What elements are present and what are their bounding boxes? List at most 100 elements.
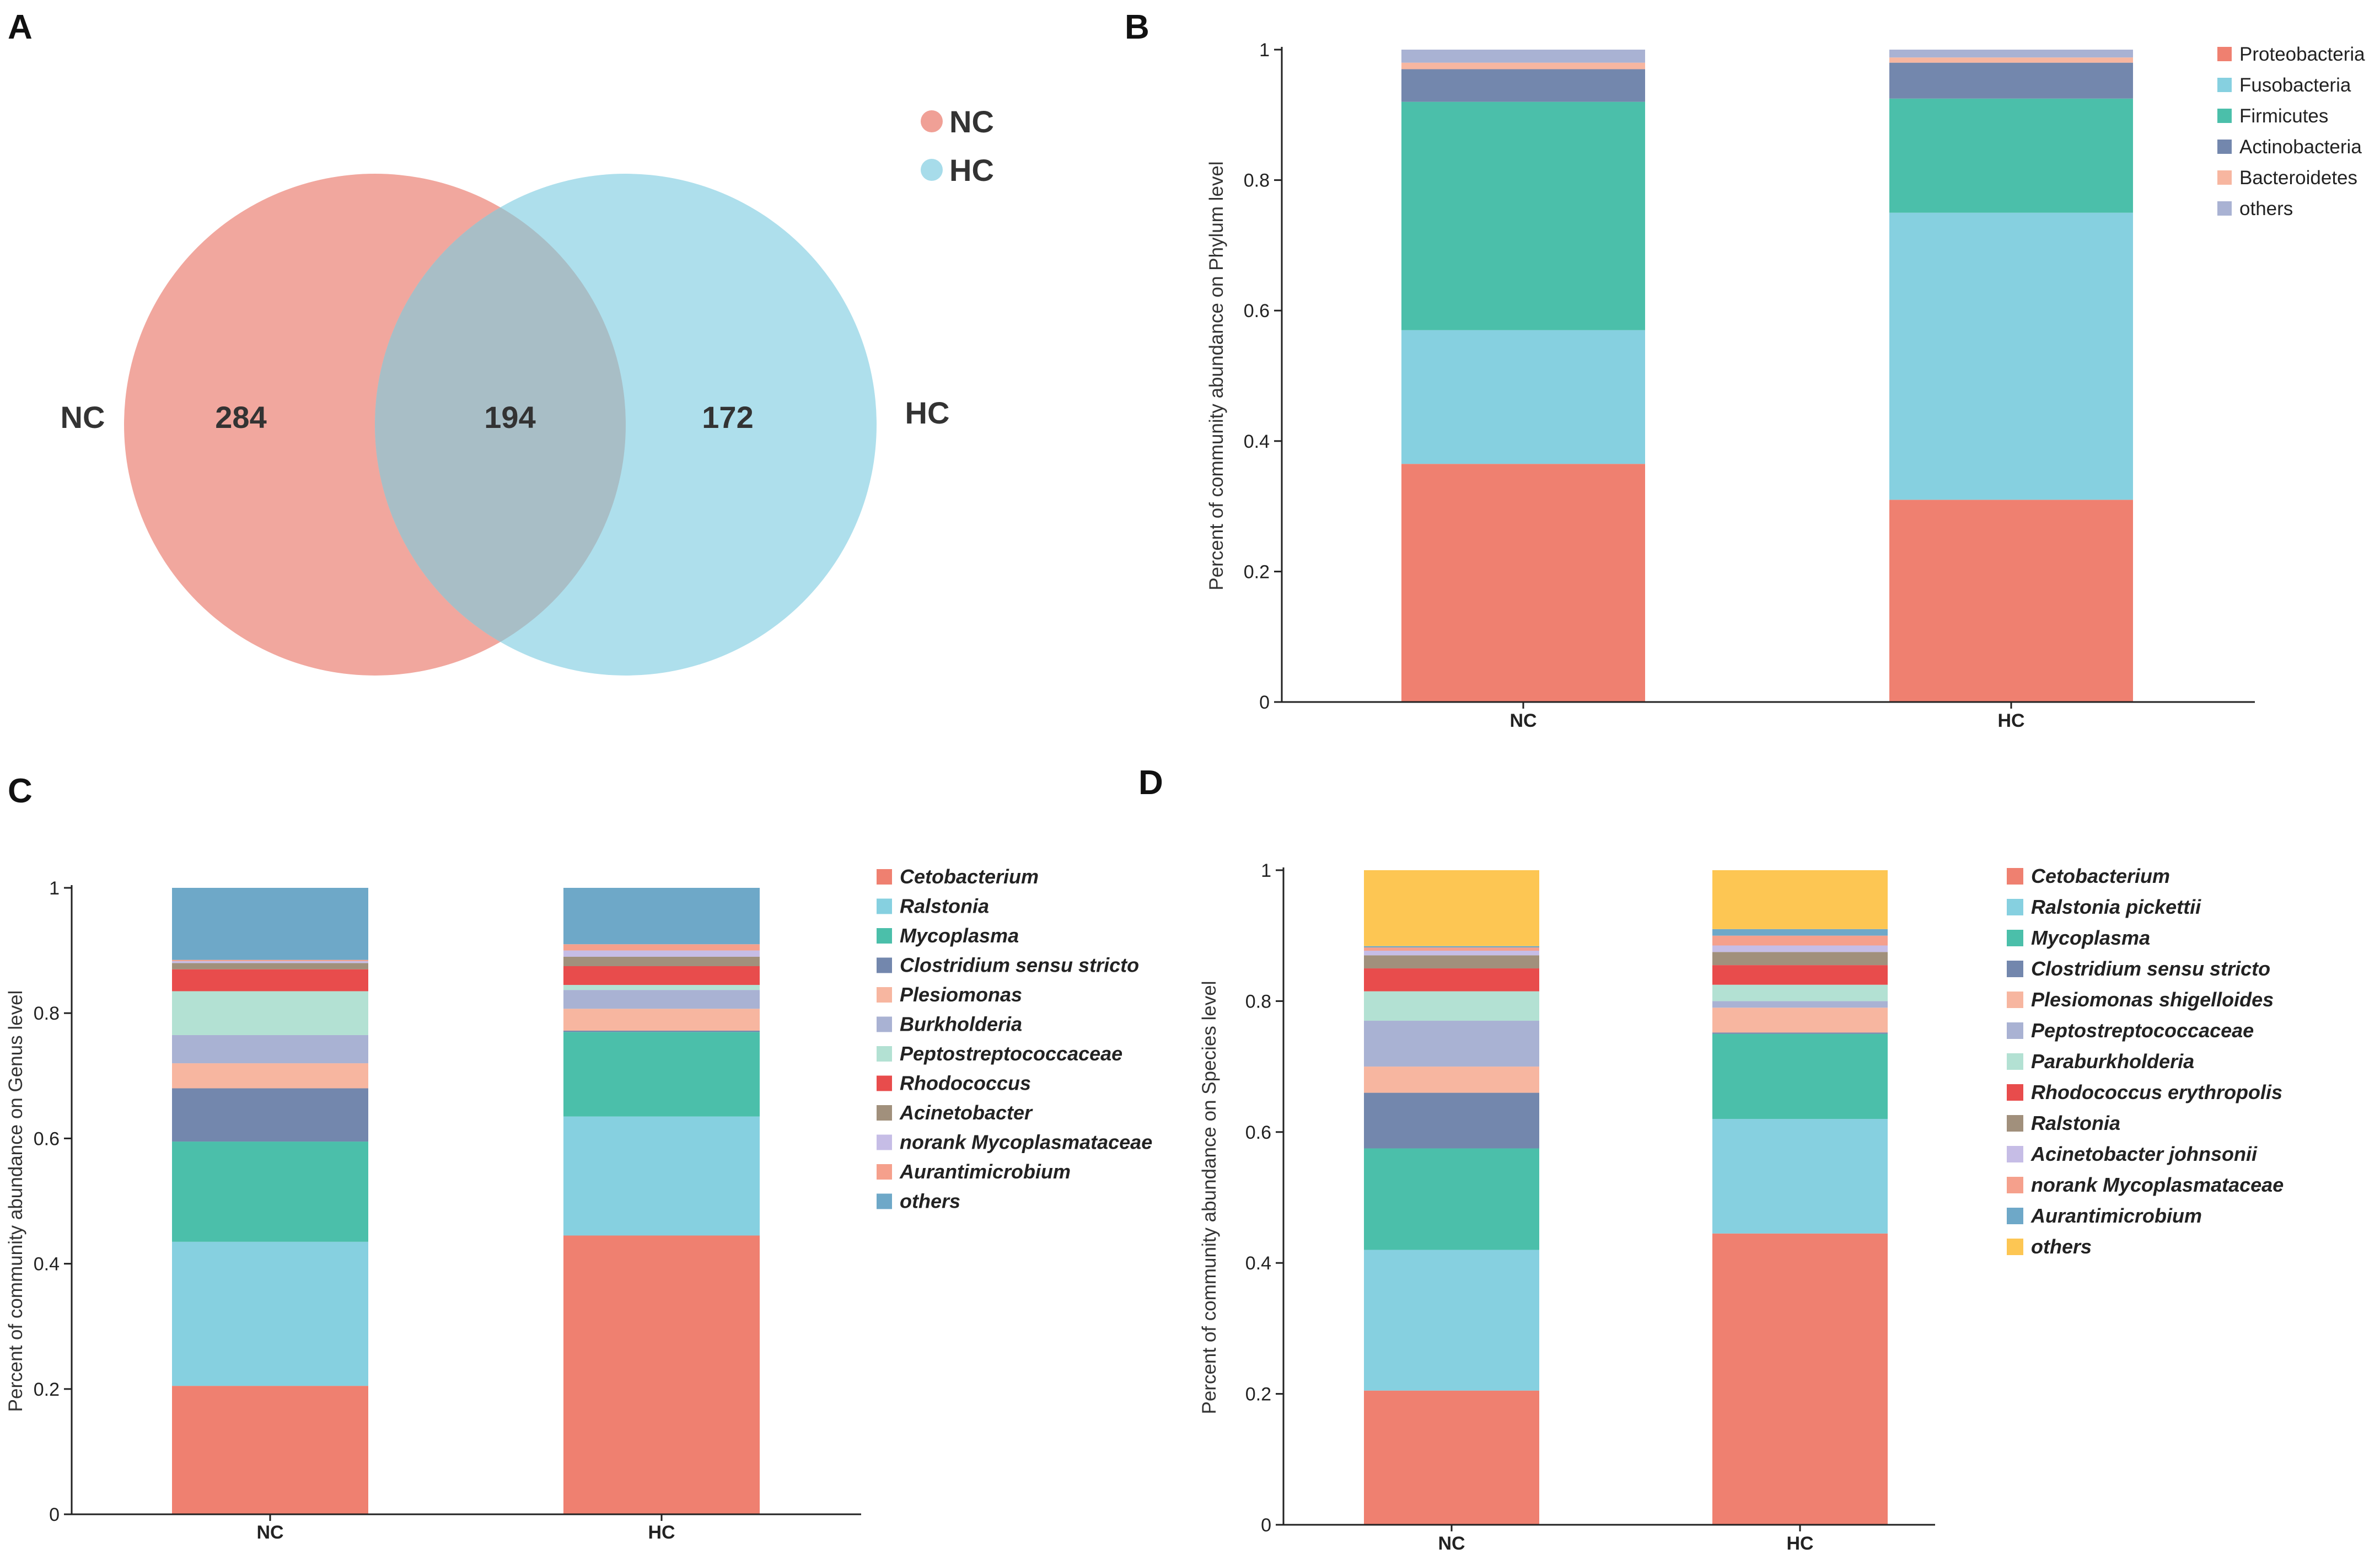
- legend-label: Bacteroidetes: [2239, 167, 2357, 189]
- x-tick-label: HC: [1997, 710, 2024, 731]
- x-tick-label: HC: [1786, 1533, 1813, 1554]
- venn-legend-swatch-nc: [921, 110, 943, 132]
- bar-segment-hc-3: [563, 1031, 760, 1032]
- bar-segment-nc-6: [172, 991, 368, 1035]
- bar-segment-nc-5: [1401, 50, 1645, 63]
- panel-letter-d: D: [1138, 764, 1163, 802]
- legend-label: Plesiomonas: [900, 983, 1022, 1006]
- y-tick-label: 0.6: [1245, 1122, 1271, 1143]
- bar-segment-nc-2: [1401, 101, 1645, 330]
- y-tick-label: 0.4: [34, 1254, 60, 1275]
- legend-swatch: [2007, 1084, 2023, 1101]
- legend-label: Aurantimicrobium: [899, 1160, 1071, 1183]
- venn-diagram: 284 194 172 NC HC NC HC: [61, 104, 994, 676]
- legend-swatch: [877, 869, 892, 885]
- legend-label: Acinetobacter: [899, 1101, 1033, 1124]
- bar-segment-nc-4: [1364, 1067, 1539, 1093]
- bar-segment-hc-1: [563, 1116, 760, 1236]
- legend-swatch: [2217, 47, 2232, 61]
- legend-label: Peptostreptococcaceae: [2031, 1019, 2254, 1042]
- legend-label: Burkholderia: [900, 1013, 1022, 1036]
- venn-legend-label-nc: NC: [949, 104, 994, 139]
- y-tick-label: 0.8: [1245, 991, 1271, 1012]
- x-tick-label: HC: [648, 1522, 675, 1543]
- bar-segment-hc-7: [563, 966, 760, 985]
- legend-label: Rhodococcus: [900, 1072, 1031, 1095]
- legend-swatch: [877, 1134, 892, 1150]
- legend-label: Aurantimicrobium: [2030, 1204, 2202, 1227]
- legend-swatch: [2007, 961, 2023, 977]
- x-tick-label: NC: [256, 1522, 283, 1543]
- legend-label: norank Mycoplasmataceae: [2031, 1173, 2284, 1196]
- y-tick-label: 0: [1259, 692, 1270, 713]
- legend-label: Firmicutes: [2239, 105, 2328, 127]
- venn-count-hc-only: 172: [702, 400, 753, 435]
- y-tick-label: 0.4: [1244, 431, 1270, 452]
- legend-label: Ralstonia: [900, 895, 989, 918]
- legend-swatch: [2007, 1177, 2023, 1193]
- legend-swatch: [2217, 78, 2232, 92]
- y-axis-label: Percent of community abundance on Genus …: [5, 990, 26, 1412]
- bar-segment-hc-12: [1712, 870, 1888, 929]
- bar-segment-hc-9: [563, 950, 760, 957]
- y-tick-label: 0.6: [1244, 301, 1270, 321]
- bar-segment-nc-10: [1364, 947, 1539, 951]
- bar-segment-hc-0: [1889, 500, 2133, 702]
- venn-legend-swatch-hc: [921, 159, 943, 181]
- venn-label-hc: HC: [905, 395, 950, 430]
- legend-swatch: [877, 1016, 892, 1032]
- bar-segment-nc-2: [1364, 1148, 1539, 1250]
- venn-legend: NC HC: [921, 104, 994, 187]
- legend-swatch: [877, 1164, 892, 1180]
- bar-segment-nc-4: [1401, 62, 1645, 69]
- bar-segment-hc-2: [1712, 1033, 1888, 1119]
- y-tick-label: 0.4: [1245, 1253, 1271, 1274]
- legend-label: Acinetobacter johnsonii: [2030, 1143, 2258, 1165]
- legend-swatch: [877, 928, 892, 944]
- legend-swatch: [2007, 1208, 2023, 1224]
- legend-label: Mycoplasma: [900, 924, 1019, 947]
- y-tick-label: 1: [1261, 860, 1271, 881]
- venn-label-nc: NC: [61, 400, 105, 435]
- x-tick-label: NC: [1438, 1533, 1465, 1554]
- y-tick-label: 0: [49, 1504, 60, 1525]
- bar-segment-hc-11: [1712, 929, 1888, 936]
- y-axis-label: Percent of community abundance on Phylum…: [1206, 161, 1227, 590]
- bar-segment-nc-7: [1364, 968, 1539, 992]
- legend-label: Ralstonia pickettii: [2031, 896, 2201, 918]
- bar-segment-hc-4: [1889, 57, 2133, 63]
- bar-segment-hc-0: [1712, 1233, 1888, 1525]
- legend-label: others: [2239, 198, 2293, 219]
- legend-label: others: [2031, 1235, 2092, 1258]
- x-tick-label: NC: [1509, 710, 1536, 731]
- bar-segment-nc-2: [172, 1142, 368, 1242]
- legend-label: Peptostreptococcaceae: [900, 1042, 1122, 1065]
- legend-swatch: [877, 1046, 892, 1062]
- bar-segment-nc-9: [172, 961, 368, 963]
- legend-label: Cetobacterium: [900, 865, 1039, 888]
- y-tick-label: 0.2: [1244, 561, 1270, 582]
- venn-legend-label-hc: HC: [949, 153, 994, 187]
- bar-segment-nc-3: [1401, 69, 1645, 102]
- legend-label: Clostridium sensu stricto: [2031, 957, 2270, 980]
- bar-segment-hc-5: [563, 990, 760, 1009]
- bar-segment-hc-3: [1712, 1032, 1888, 1034]
- panel-letter-b: B: [1125, 8, 1149, 46]
- bar-segment-nc-8: [1364, 955, 1539, 969]
- bar-segment-nc-4: [172, 1063, 368, 1089]
- legend-swatch: [2007, 930, 2023, 946]
- bar-segment-nc-9: [1364, 951, 1539, 956]
- legend-swatch: [2217, 201, 2232, 216]
- bar-segment-hc-6: [563, 985, 760, 990]
- legend-swatch: [877, 957, 892, 973]
- y-tick-label: 1: [49, 878, 60, 899]
- legend-label: Plesiomonas shigelloides: [2031, 988, 2274, 1011]
- bar-segment-hc-3: [1889, 62, 2133, 99]
- bar-segment-hc-10: [1712, 935, 1888, 946]
- bar-segment-hc-2: [563, 1032, 760, 1117]
- legend-label: Clostridium sensu stricto: [900, 954, 1139, 977]
- bar-segment-nc-1: [172, 1241, 368, 1386]
- bar-segment-hc-1: [1889, 212, 2133, 500]
- y-tick-label: 0.8: [34, 1003, 60, 1024]
